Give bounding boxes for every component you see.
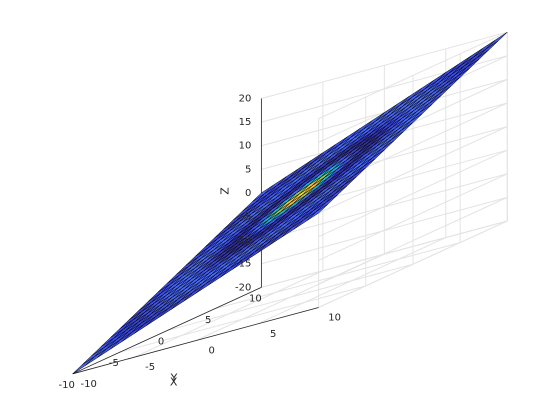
x-tick-label: -10 <box>81 379 97 390</box>
x-axis-label: X <box>170 376 178 389</box>
y-axis-label: Y <box>170 372 178 385</box>
z-tick-label: -15 <box>235 259 251 270</box>
surface <box>72 31 508 375</box>
axis-line <box>72 286 262 375</box>
axis-line <box>72 307 319 375</box>
grid-line <box>166 263 414 332</box>
z-tick-label: 15 <box>239 117 252 128</box>
grid-line <box>119 285 366 353</box>
z-tick-label: 20 <box>239 94 252 105</box>
surface-face <box>72 356 95 375</box>
z-tick-label: 0 <box>245 188 251 199</box>
grid-line <box>214 242 461 310</box>
y-tick-label: 5 <box>205 315 211 326</box>
z-tick-label: -5 <box>241 212 251 223</box>
x-tick-label: -5 <box>145 362 155 373</box>
x-tick-label: 0 <box>208 346 214 357</box>
y-tick-label: -10 <box>59 380 75 391</box>
grid-line <box>261 220 508 288</box>
y-tick-label: 0 <box>158 337 164 348</box>
y-tick-label: 10 <box>249 293 262 304</box>
z-tick-label: -10 <box>235 235 251 246</box>
x-tick-label: 5 <box>270 329 276 340</box>
y-tick-label: -5 <box>109 358 119 369</box>
z-axis-label: Z <box>218 187 231 195</box>
z-tick-label: 10 <box>239 141 252 152</box>
z-tick-label: -20 <box>235 282 251 293</box>
x-tick-label: 10 <box>328 312 341 323</box>
z-tick-label: 5 <box>245 164 251 175</box>
